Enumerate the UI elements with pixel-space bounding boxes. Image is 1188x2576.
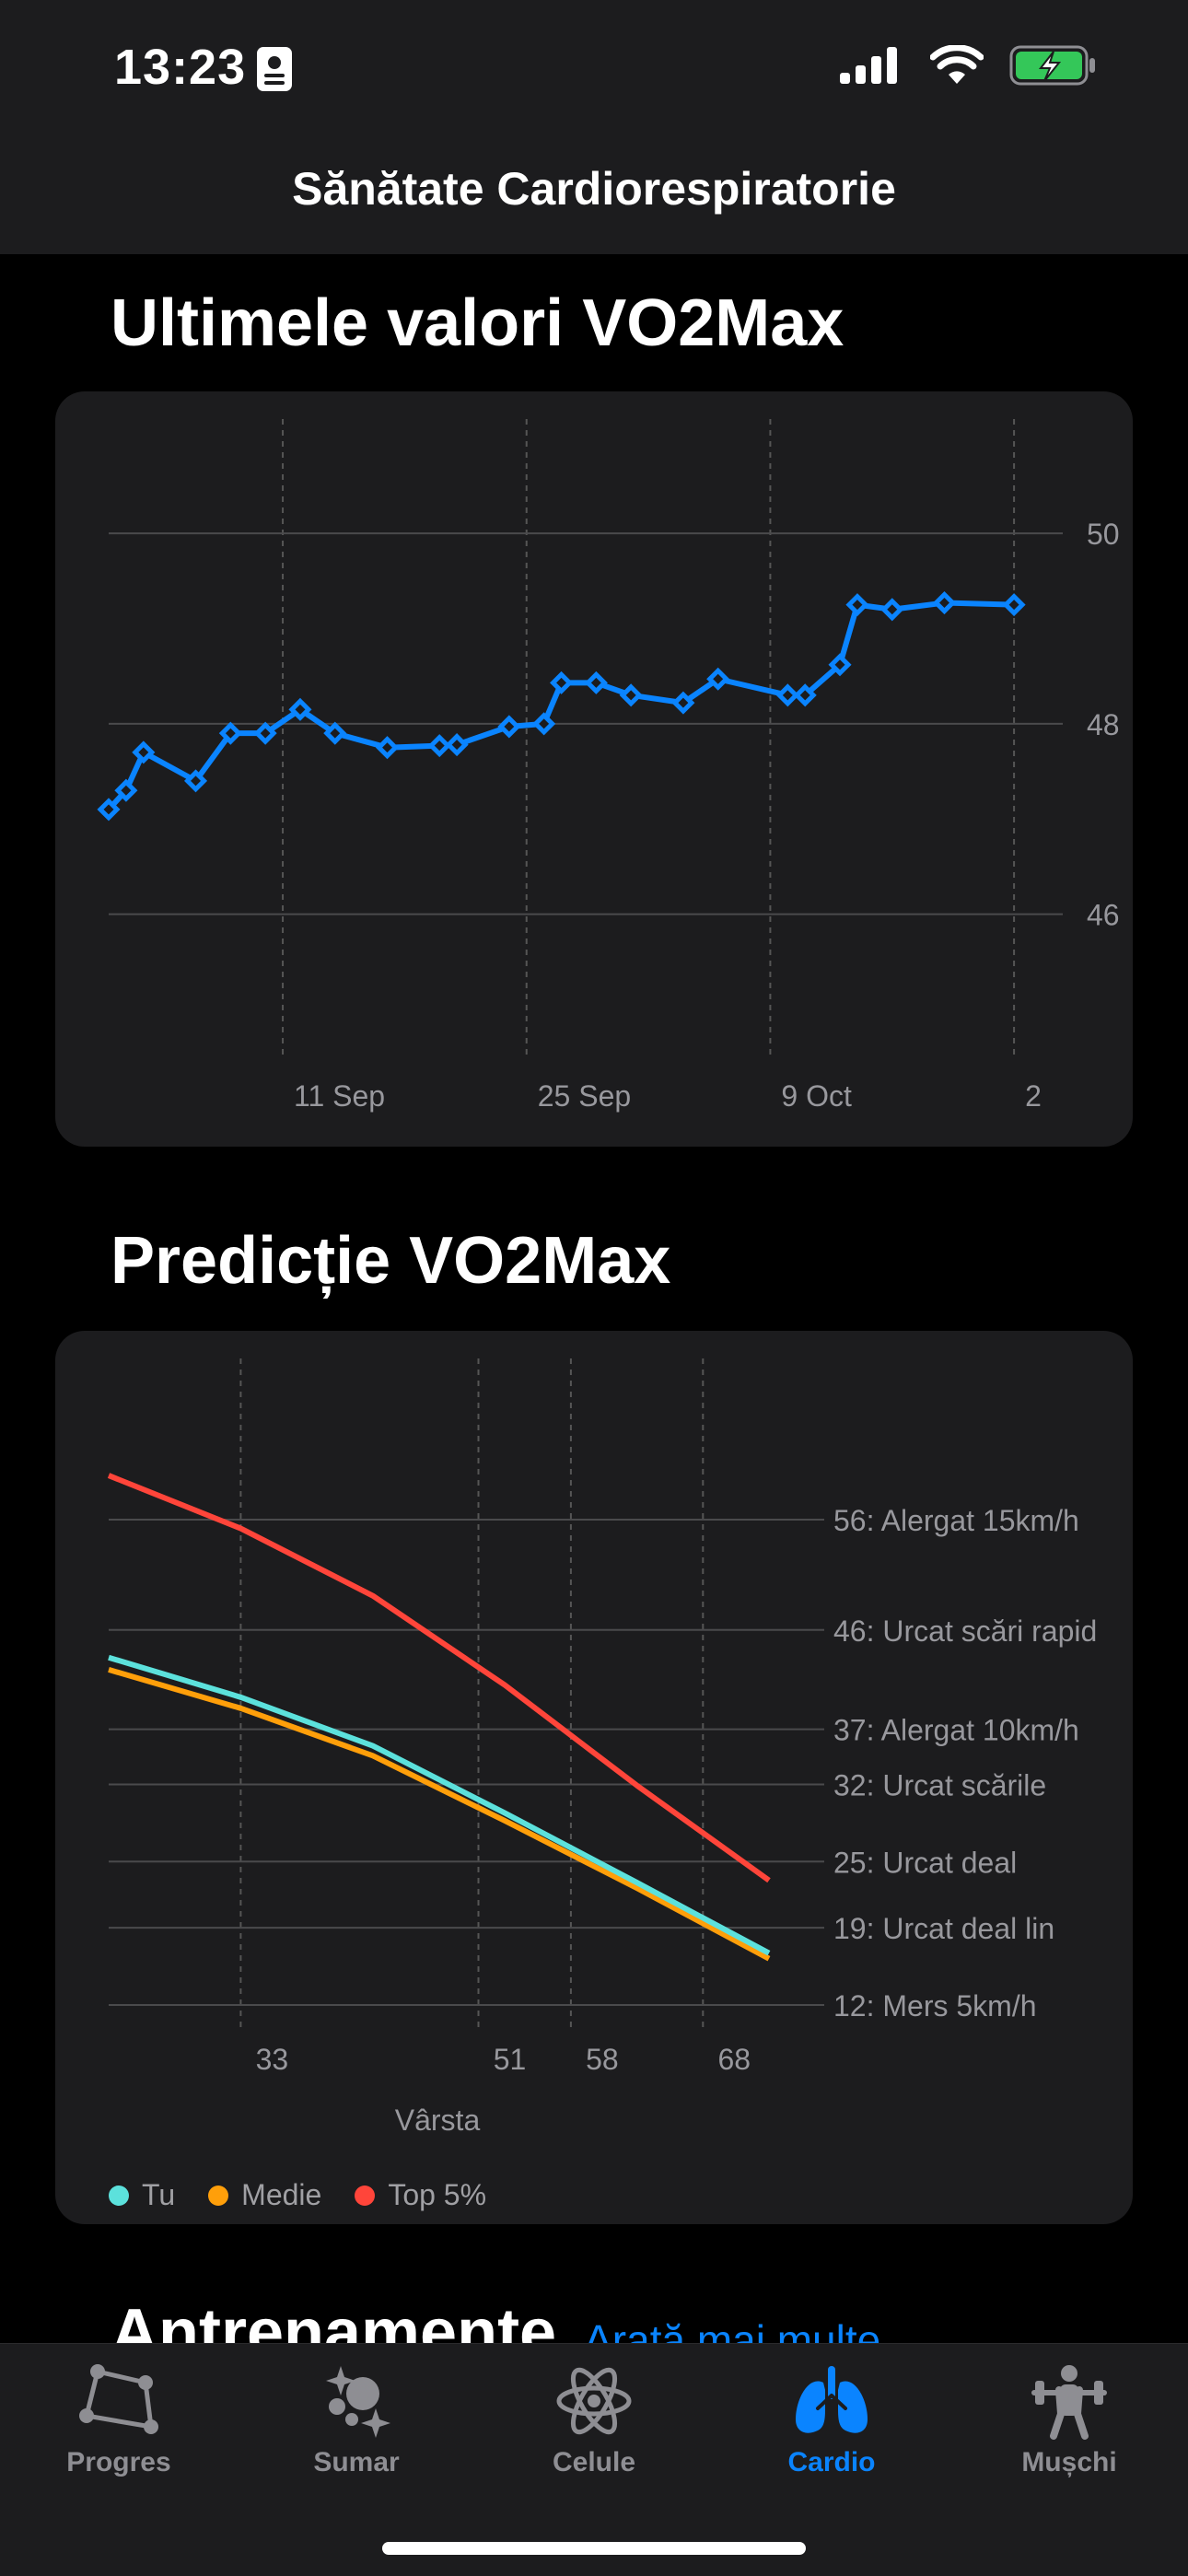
series-line-medie: [108, 1667, 771, 1962]
legend-dot-tu: [109, 2185, 129, 2206]
vo2-data-point: [1002, 593, 1026, 617]
sparkles-icon: [326, 2366, 390, 2438]
tab-progres[interactable]: Progres: [0, 2362, 238, 2478]
vo2-series-line: [106, 600, 1015, 811]
vo2-data-point: [845, 593, 869, 617]
y-tick-label: 48: [1087, 708, 1120, 741]
y-tick-label: 19: Urcat deal lin: [833, 1912, 1054, 1945]
vo2-data-point: [584, 670, 608, 694]
vo2-data-point: [880, 598, 904, 622]
battery-charging-icon: [1009, 45, 1095, 86]
y-tick-label: 25: Urcat deal: [833, 1846, 1017, 1879]
x-tick-label: 33: [256, 2043, 289, 2076]
page-title: Sănătate Cardiorespiratorie: [292, 163, 896, 215]
status-bar: 13:23: [0, 0, 1188, 147]
tab-label-muschi: Mușchi: [1021, 2447, 1117, 2477]
vo2-data-point: [445, 733, 469, 757]
vo2-data-point: [532, 712, 556, 736]
vo2-data-point: [932, 591, 957, 615]
nav-header: [0, 147, 1188, 254]
y-tick-label: 12: Mers 5km/h: [833, 1989, 1037, 2022]
y-tick-label: 50: [1087, 518, 1120, 551]
vo2-data-point: [114, 778, 138, 802]
vo2-data-point: [132, 740, 156, 764]
vo2-data-point: [375, 736, 400, 760]
vo2-data-point: [828, 653, 852, 677]
legend-label-medie: Medie: [241, 2178, 322, 2211]
status-time: 13:23: [114, 40, 247, 95]
legend-item-tu: Tu: [109, 2178, 175, 2212]
vo2-data-point: [253, 721, 277, 745]
x-tick-label: 2: [1025, 1079, 1042, 1113]
x-tick-label: 68: [718, 2043, 751, 2076]
x-tick-label: 9 Oct: [781, 1079, 852, 1113]
atom-icon: [556, 2367, 632, 2435]
legend-dot-top5: [355, 2185, 376, 2206]
vo2-chart-card: 11 Sep 25 Sep 9 Oct 2 46 48 50: [55, 391, 1133, 1147]
tab-muschi[interactable]: Mușchi: [950, 2362, 1188, 2478]
vo2-data-point: [288, 697, 312, 721]
vo2-data-point: [793, 683, 817, 707]
x-tick-label: 51: [494, 2043, 527, 2076]
weightlifter-icon: [1031, 2365, 1107, 2440]
status-icons: [840, 44, 1098, 87]
tab-celule[interactable]: Celule: [475, 2362, 713, 2478]
y-tick-label: 46: Urcat scări rapid: [833, 1614, 1097, 1648]
vo2-data-point: [671, 691, 695, 715]
vo2-data-point: [323, 721, 347, 745]
vo2-data-point: [497, 715, 521, 739]
vo2-data-point: [619, 683, 643, 707]
series-line-top5: [107, 1473, 771, 1883]
vo2-data-point: [550, 670, 574, 694]
y-tick-label: 46: [1087, 899, 1120, 932]
y-tick-label: 37: Alergat 10km/h: [833, 1714, 1079, 1747]
vo2-data-point: [706, 667, 730, 691]
vo2-data-point: [97, 798, 121, 822]
series-line-tu: [108, 1654, 771, 1956]
tab-cardio[interactable]: Cardio: [713, 2362, 950, 2478]
vo2-section-title: Ultimele valori VO2Max: [111, 286, 844, 360]
tab-label-sumar: Sumar: [313, 2447, 400, 2477]
vo2-data-point: [775, 683, 799, 707]
prediction-chart-card: 33 51 58 68 12: Mers 5km/h 19: Urcat deal lin…: [55, 1331, 1133, 2224]
legend-item-medie: Medie: [208, 2178, 321, 2212]
tab-bar: Progres Sumar Celule Cardio: [0, 2343, 1188, 2576]
tab-label-celule: Celule: [552, 2447, 636, 2477]
progress-icon: [79, 2364, 158, 2434]
legend-label-tu: Tu: [142, 2178, 176, 2211]
x-tick-label: 11 Sep: [294, 1079, 385, 1113]
y-tick-label: 56: Alergat 15km/h: [833, 1504, 1079, 1537]
id-card-icon: [256, 46, 293, 97]
cellular-icon: [840, 47, 897, 84]
x-tick-label: 25 Sep: [538, 1079, 631, 1113]
vo2-data-point: [218, 721, 242, 745]
prediction-section-title: Predicție VO2Max: [111, 1224, 671, 1298]
legend-label-top5: Top 5%: [388, 2178, 487, 2211]
home-indicator: [382, 2542, 806, 2555]
lungs-icon: [796, 2366, 868, 2433]
tab-label-progres: Progres: [66, 2447, 171, 2477]
wifi-icon: [930, 45, 984, 84]
x-axis-label: Vârsta: [395, 2104, 481, 2137]
tab-label-cardio: Cardio: [787, 2447, 876, 2477]
vo2-data-point: [427, 734, 451, 758]
vo2-line-chart: 11 Sep 25 Sep 9 Oct 2 46 48 50: [97, 419, 1120, 1113]
vo2-data-point: [183, 769, 208, 793]
prediction-line-chart: 33 51 58 68 12: Mers 5km/h 19: Urcat deal lin…: [107, 1358, 1097, 2137]
x-tick-label: 58: [586, 2043, 619, 2076]
chart-legend: Tu Medie Top 5%: [109, 2178, 486, 2212]
legend-dot-medie: [208, 2185, 229, 2206]
legend-item-top5: Top 5%: [355, 2178, 486, 2212]
y-tick-label: 32: Urcat scările: [833, 1768, 1046, 1801]
tab-sumar[interactable]: Sumar: [238, 2362, 475, 2478]
